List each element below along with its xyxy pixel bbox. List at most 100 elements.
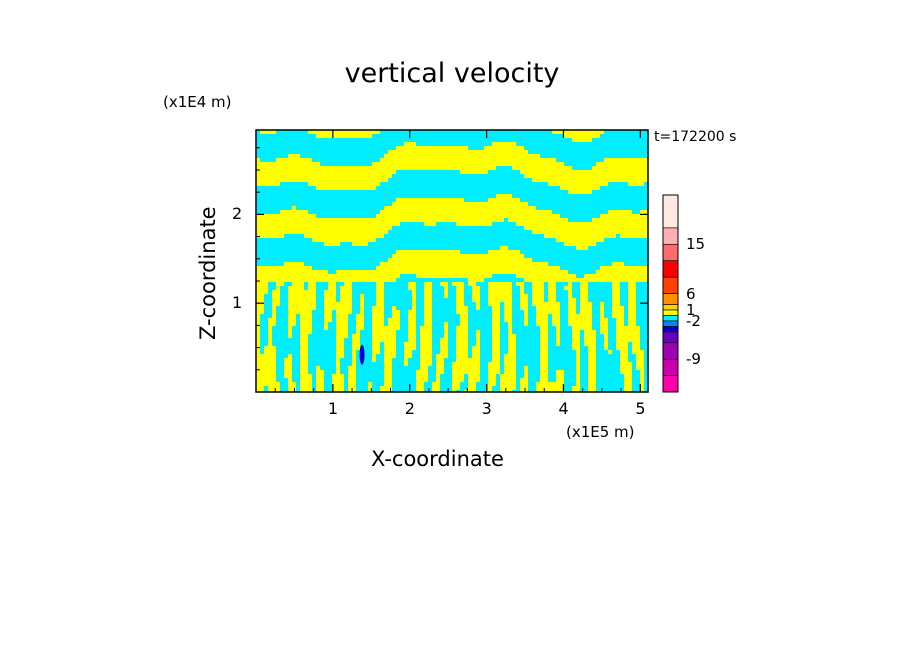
field-updraft-cell (256, 290, 268, 294)
field-updraft-cell (608, 210, 632, 214)
field-updraft-cell (256, 322, 260, 326)
field-updraft-cell (332, 378, 344, 382)
field-updraft-cell (592, 166, 648, 170)
field-updraft-cell (352, 346, 360, 350)
field-updraft-cell (640, 386, 644, 390)
field-updraft-cell (300, 354, 308, 358)
colorbar-swatch (662, 358, 679, 376)
field-updraft-cell (628, 290, 636, 294)
plot-frame (255, 129, 649, 393)
field-updraft-cell (380, 262, 548, 266)
field-updraft-cell (492, 330, 500, 334)
field-updraft-cell (472, 290, 480, 294)
field-updraft-cell (376, 302, 384, 306)
field-updraft-cell (268, 390, 280, 392)
field-updraft-cell (300, 366, 308, 370)
field-updraft-cell (488, 374, 496, 378)
field-updraft-cell (340, 286, 352, 290)
field-updraft-cell (580, 282, 588, 286)
field-updraft-cell (576, 358, 580, 362)
field-updraft-cell (256, 162, 320, 166)
field-updraft-cell (352, 242, 368, 246)
field-updraft-cell (468, 374, 480, 378)
field-updraft-cell (268, 330, 272, 334)
field-updraft-cell (300, 374, 312, 378)
field-updraft-cell (292, 282, 304, 286)
field-updraft-cell (256, 158, 260, 162)
field-updraft-cell (356, 314, 364, 318)
field-updraft-cell (628, 182, 644, 186)
field-updraft-cell (600, 326, 608, 330)
field-updraft-cell (276, 158, 312, 162)
field-updraft-cell (256, 234, 284, 238)
field-updraft-cell (456, 326, 468, 330)
field-updraft-cell (556, 338, 560, 342)
field-updraft-cell (420, 346, 432, 350)
field-updraft-cell (332, 382, 344, 386)
field-updraft-cell (300, 378, 312, 382)
field-updraft-cell (532, 302, 560, 306)
field-updraft-cell (424, 298, 432, 302)
field-updraft-cell (256, 330, 260, 334)
field-updraft-cell (384, 354, 396, 358)
field-updraft-cell (496, 194, 512, 198)
field-updraft-cell (356, 322, 364, 326)
field-updraft-cell (348, 382, 356, 386)
colorbar-swatch (662, 320, 679, 327)
colorbar-tick-label: -2 (686, 311, 701, 330)
field-updraft-cell (616, 318, 624, 322)
field-updraft-cell (572, 138, 592, 142)
x-tick-label: 3 (481, 399, 492, 418)
field-updraft-cell (612, 302, 620, 306)
field-updraft-cell (380, 390, 392, 392)
field-updraft-cell (548, 286, 556, 290)
field-updraft-cell (336, 270, 568, 274)
field-updraft-cell (288, 390, 296, 392)
field-updraft-cell (424, 314, 432, 318)
field-updraft-cell (300, 342, 308, 346)
field-updraft-cell (456, 310, 468, 314)
x-axis-ticks (274, 130, 641, 392)
field-updraft-cell (272, 310, 276, 314)
field-updraft-cell (452, 366, 480, 370)
field-updraft-cell (272, 298, 280, 302)
field-updraft-cell (640, 370, 644, 374)
field-updraft-cell (348, 370, 356, 374)
field-updraft-cell (492, 350, 500, 354)
field-updraft-cell (316, 390, 324, 392)
field-updraft-cell (284, 370, 292, 374)
x-tick-label: 4 (558, 399, 569, 418)
field-updraft-cell (256, 310, 264, 314)
field-updraft-cell (504, 358, 516, 362)
field-updraft-cell (588, 370, 596, 374)
field-updraft-cell (612, 314, 624, 318)
field-updraft-cell (392, 306, 396, 310)
field-updraft-cell (368, 390, 372, 392)
field-updraft-cell (408, 286, 416, 290)
field-updraft-cell (588, 358, 596, 362)
field-updraft-cell (476, 338, 480, 342)
field-updraft-cell (488, 286, 512, 290)
field-updraft-cell (604, 338, 608, 342)
field-updraft-cell (300, 362, 308, 366)
field-updraft-cell (444, 286, 448, 290)
field-updraft-cell (420, 354, 432, 358)
field-updraft-cell (540, 374, 548, 378)
field-updraft-cell (488, 290, 512, 294)
field-updraft-cell (620, 350, 628, 354)
field-updraft-cell (276, 286, 280, 290)
x-axis-label: X-coordinate (371, 447, 504, 471)
field-updraft-cell (384, 350, 396, 354)
field-updraft-cell (372, 334, 396, 338)
field-updraft-cell (256, 230, 388, 234)
field-updraft-cell (256, 266, 312, 270)
field-updraft-cell (456, 334, 468, 338)
colorbar-tick-label: 1 (686, 300, 696, 319)
field-updraft-cell (440, 346, 448, 350)
field-updraft-cell (516, 282, 524, 286)
field-updraft-cell (300, 334, 308, 338)
field-updraft-cell (588, 374, 596, 378)
field-updraft-cell (288, 298, 316, 302)
field-updraft-cell (336, 362, 340, 366)
field-updraft-cell (476, 334, 480, 338)
